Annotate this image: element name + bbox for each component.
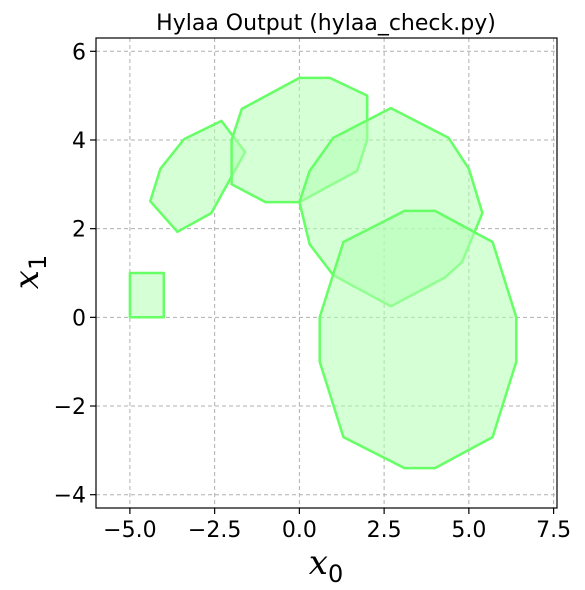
y-tick-label: 2 bbox=[72, 218, 86, 243]
chart-title: Hylaa Output (hylaa_check.py) bbox=[156, 11, 496, 36]
x-axis-label: x0 bbox=[309, 543, 343, 588]
x-tick-label: 2.5 bbox=[367, 518, 402, 543]
y-tick-label: 0 bbox=[72, 306, 86, 331]
plot-frame bbox=[95, 37, 558, 509]
x-tick-label: 0.0 bbox=[282, 518, 317, 543]
y-axis-label-base: x bbox=[7, 270, 47, 289]
y-tick-label: 4 bbox=[72, 129, 86, 154]
y-tick-label: 6 bbox=[72, 40, 86, 65]
x-axis-label-base: x bbox=[309, 543, 328, 583]
x-tick-label: 7.5 bbox=[536, 518, 571, 543]
reachable-set-polygons bbox=[128, 76, 518, 470]
x-tick-label: −2.5 bbox=[188, 518, 241, 543]
x-axis-label-subscript: 0 bbox=[328, 560, 343, 588]
y-axis-label-subscript: 1 bbox=[24, 255, 52, 270]
y-tick-label: −4 bbox=[54, 484, 86, 509]
x-tick-label: 5.0 bbox=[451, 518, 486, 543]
y-tick-label: −2 bbox=[54, 395, 86, 420]
x-tick-label: −5.0 bbox=[103, 518, 156, 543]
y-axis-label-group: x1 bbox=[7, 255, 52, 289]
reachable-set-polygon-5 bbox=[318, 209, 518, 470]
axis-ticks: −5.0 −2.5 0.0 2.5 5.0 7.5 −4 −2 0 2 4 6 bbox=[54, 40, 572, 543]
y-axis-label: x1 bbox=[7, 255, 52, 289]
reachable-set-polygon-1 bbox=[128, 271, 166, 319]
